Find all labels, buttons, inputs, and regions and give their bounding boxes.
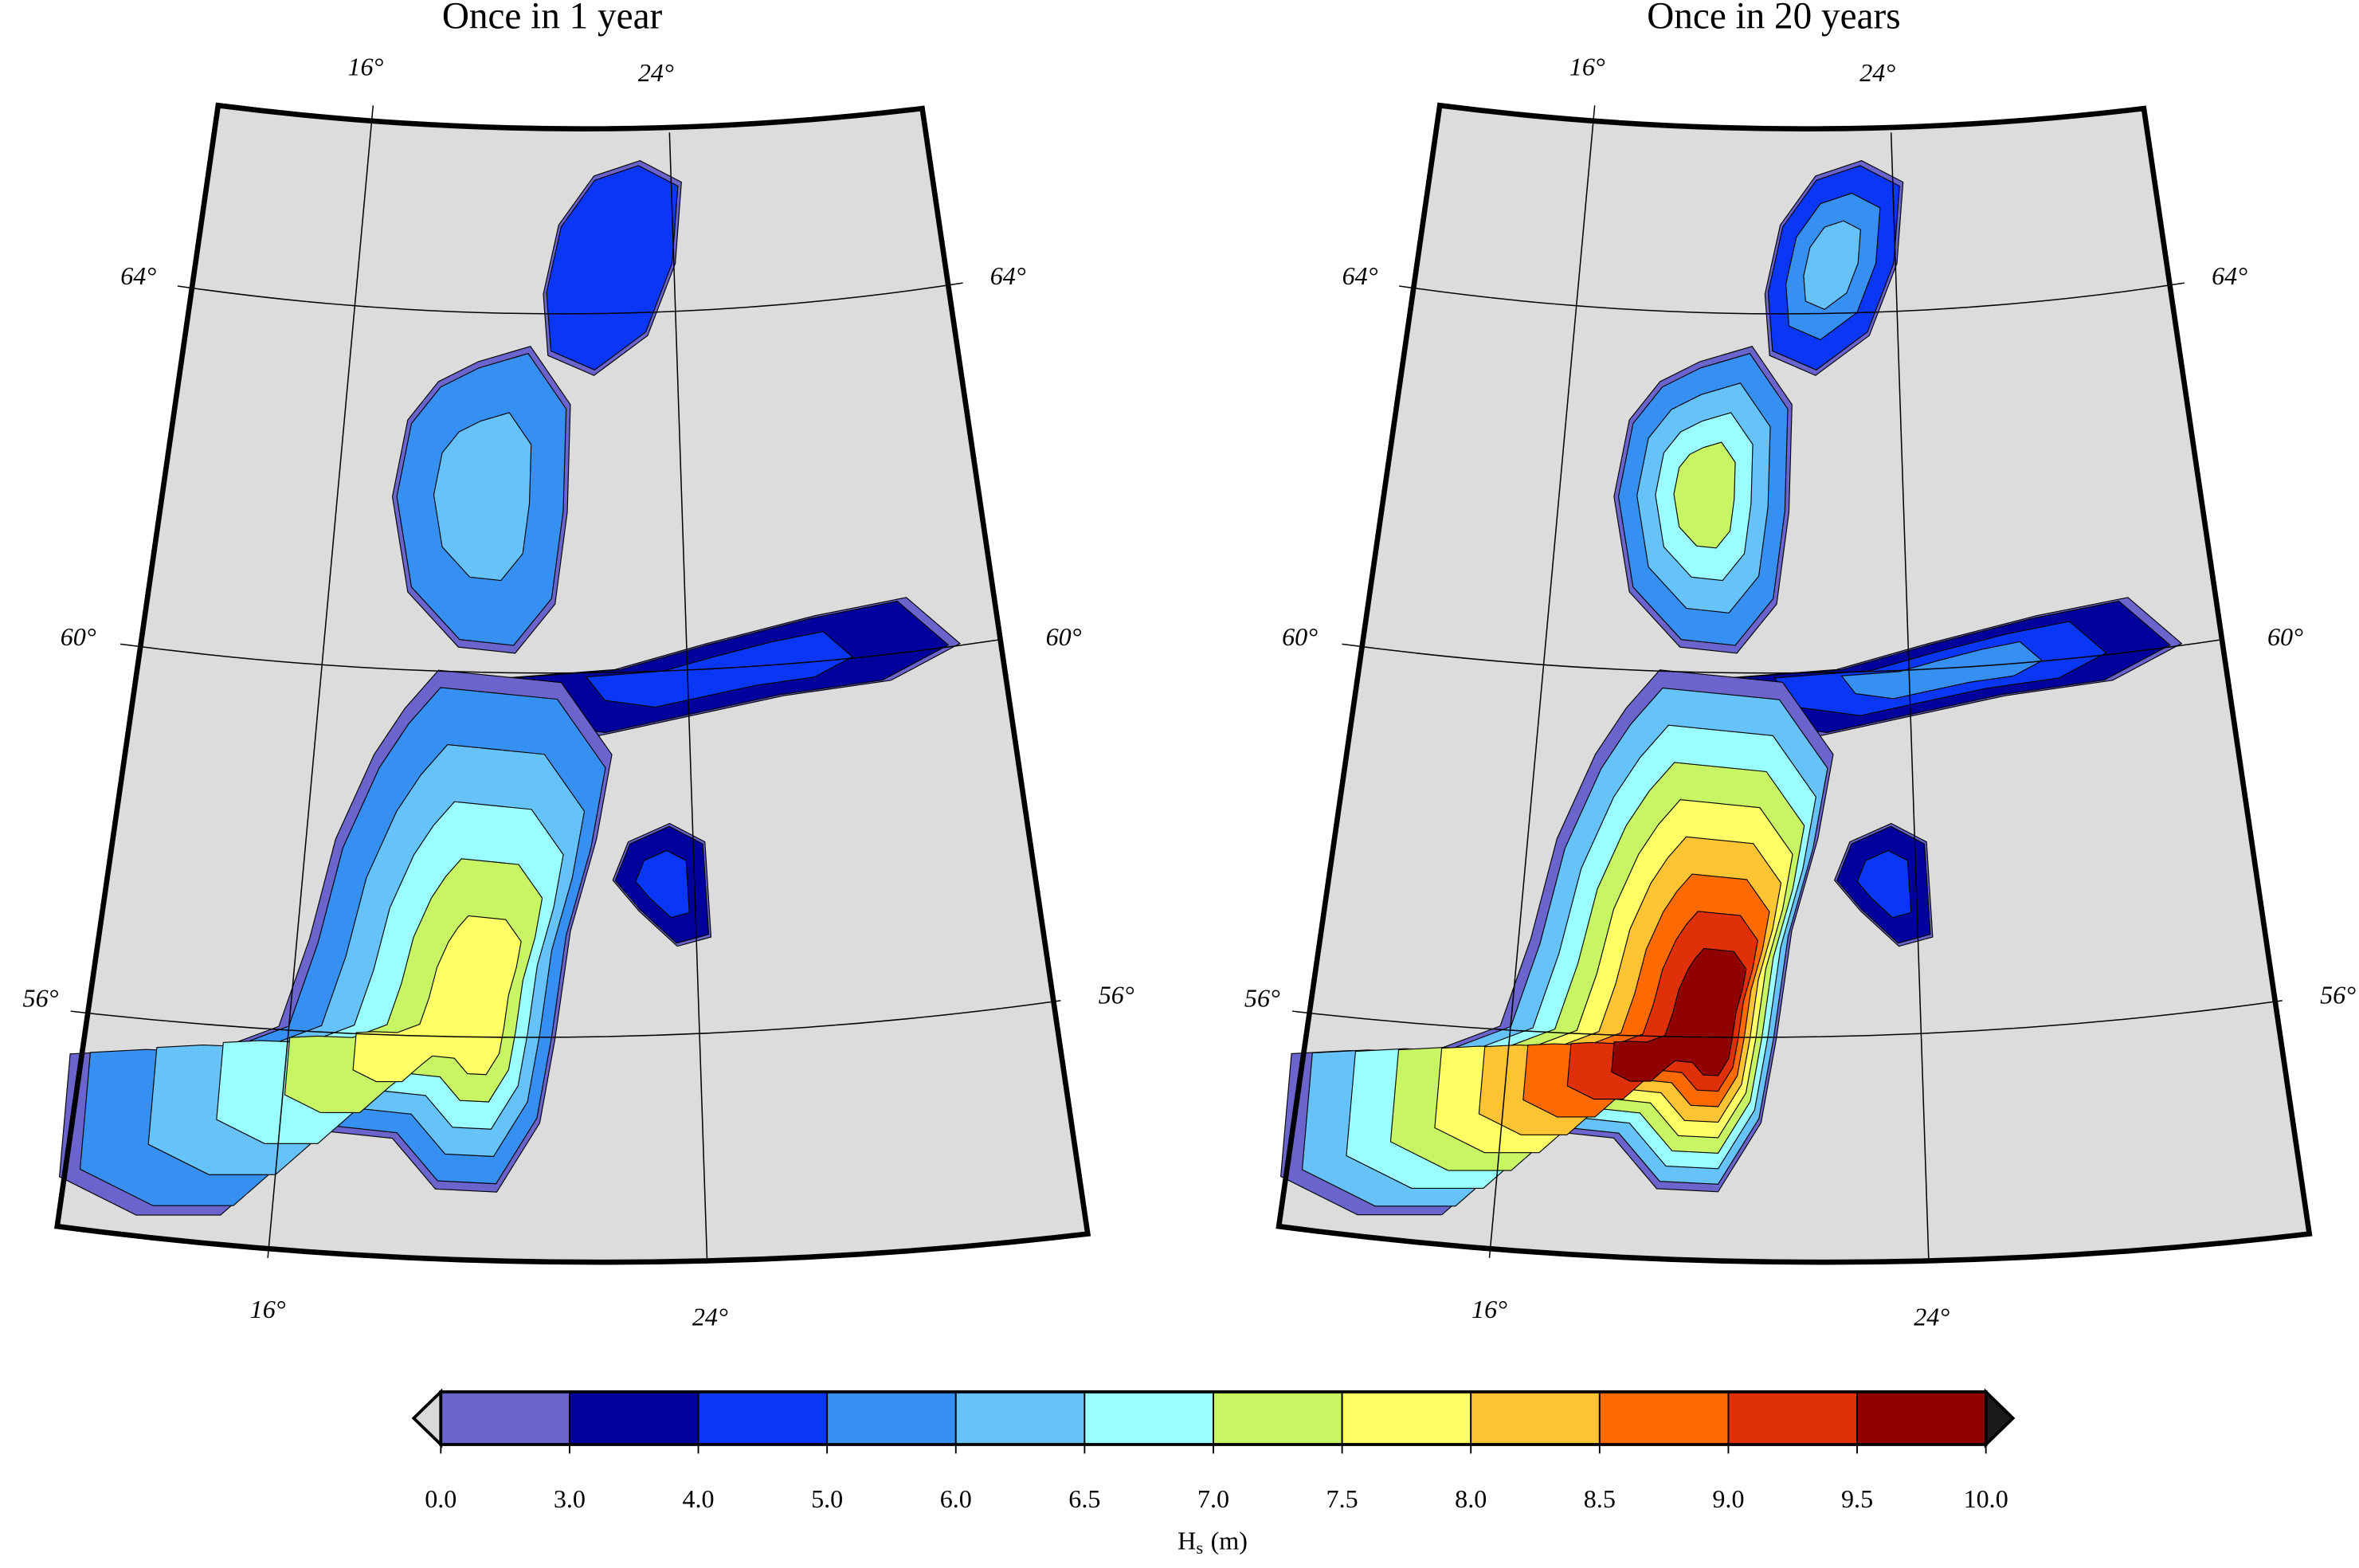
- label-symbol: H: [1178, 1527, 1196, 1555]
- colorbar-under: [411, 1388, 443, 1448]
- meridian-label: 16°: [1471, 1295, 1507, 1323]
- colorbar-bin: [826, 1390, 957, 1445]
- wave-contour: [1803, 220, 1861, 310]
- meridian-label: 24°: [692, 1303, 728, 1331]
- colorbar-tick-label: 3.0: [554, 1484, 586, 1513]
- colorbar-tick-label: 8.0: [1455, 1484, 1487, 1513]
- colorbar-tick-label: 9.0: [1712, 1484, 1744, 1513]
- parallel: [177, 282, 963, 315]
- parallel-label: 56°: [1099, 981, 1134, 1009]
- wave-contour: [433, 412, 532, 582]
- colorbar-bin: [568, 1390, 699, 1445]
- colorbar-over: [1984, 1388, 2016, 1448]
- parallel: [1399, 282, 2185, 315]
- colorbar-tick-label: 6.0: [940, 1484, 972, 1513]
- parallel-label: 64°: [1342, 261, 1378, 290]
- wave-contour: [635, 849, 690, 919]
- map-panel: Once in 1 year 16° 24° 16° 24° 64° 64° 60° 60° 56…: [23, 0, 1134, 1331]
- label-subscript: s: [1196, 1538, 1203, 1558]
- colorbar-bin: [440, 1390, 570, 1445]
- colorbar-tick-label: 6.5: [1068, 1484, 1100, 1513]
- map-frame: [1276, 102, 2313, 1265]
- panel-title: Once in 1 year: [442, 0, 663, 37]
- meridian: [267, 105, 374, 1258]
- colorbar-label: Hs (m): [1178, 1527, 1248, 1558]
- meridian-label: 24°: [1914, 1303, 1950, 1331]
- colorbar-bin: [1598, 1390, 1730, 1445]
- wave-contour: [1840, 641, 2044, 700]
- parallel-label: 60°: [2267, 622, 2303, 651]
- meridian-label: 24°: [638, 58, 674, 87]
- map-panel: Once in 20 years 16° 24° 16° 24° 64° 64° 60° 60°…: [1244, 0, 2356, 1331]
- wave-contour: [352, 915, 522, 1083]
- colorbar-bin: [1213, 1390, 1343, 1445]
- colorbar-bin: [1856, 1390, 1987, 1445]
- colorbar-tick-label: 5.0: [811, 1484, 843, 1513]
- parallel-label: 56°: [2320, 981, 2356, 1009]
- meridian: [668, 132, 708, 1261]
- colorbar-bin: [954, 1390, 1086, 1445]
- colorbar-tick-label: 8.5: [1584, 1484, 1616, 1513]
- parallel-label: 60°: [61, 622, 96, 651]
- meridian-label: 16°: [1569, 52, 1605, 80]
- parallel-label: 60°: [1046, 622, 1082, 651]
- parallel: [1342, 638, 2223, 674]
- meridian: [1488, 105, 1596, 1258]
- wave-contour: [1856, 849, 1912, 919]
- colorbar-bin: [697, 1390, 829, 1445]
- wave-contour: [546, 165, 679, 370]
- map-frame: [54, 102, 1091, 1265]
- colorbar-bin: [1470, 1390, 1601, 1445]
- panel-title: Once in 20 years: [1647, 0, 1900, 37]
- parallel-label: 60°: [1282, 622, 1318, 651]
- parallel: [1292, 1000, 2283, 1038]
- parallel-label: 64°: [2212, 261, 2247, 290]
- colorbar-bin: [1727, 1390, 1859, 1445]
- colorbar-tick-label: 4.0: [682, 1484, 714, 1513]
- colorbar: 0.0 3.0 4.0 5.0 6.0 6.5 7.0 7.5 8.0 8.5 9.0 9.5 10.0…: [411, 1388, 2016, 1558]
- label-unit: (m): [1211, 1527, 1248, 1555]
- parallel-label: 56°: [23, 983, 59, 1012]
- wave-contour: [1673, 441, 1736, 549]
- colorbar-tick-label: 9.5: [1841, 1484, 1873, 1513]
- meridian-label: 16°: [250, 1295, 286, 1323]
- colorbar-bin: [1341, 1390, 1472, 1445]
- parallel: [70, 1000, 1061, 1038]
- parallel-label: 56°: [1244, 983, 1280, 1012]
- parallel-label: 64°: [990, 261, 1026, 290]
- colorbar-tick-label: 7.5: [1326, 1484, 1358, 1513]
- colorbar-tick-label: 10.0: [1964, 1484, 2008, 1513]
- meridian: [1890, 132, 1930, 1261]
- parallel-label: 64°: [120, 261, 156, 290]
- wave-contour: [1611, 947, 1747, 1082]
- parallel: [120, 638, 1001, 674]
- meridian-label: 24°: [1859, 58, 1895, 87]
- colorbar-bin: [1083, 1390, 1214, 1445]
- meridian-label: 16°: [347, 52, 383, 80]
- colorbar-tick-label: 0.0: [425, 1484, 457, 1513]
- wave-contour: [585, 631, 853, 708]
- colorbar-tick-label: 7.0: [1197, 1484, 1229, 1513]
